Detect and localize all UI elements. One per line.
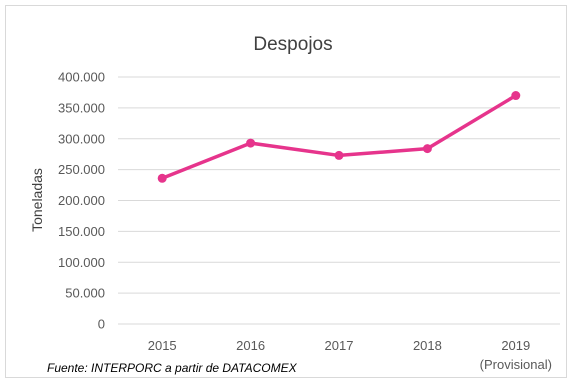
chart-title: Despojos xyxy=(253,34,332,55)
y-tick-label: 150.000 xyxy=(58,224,105,239)
x-tick-label: 2018 xyxy=(413,338,442,353)
y-tick-label: 400.000 xyxy=(58,70,105,85)
y-tick-label: 350.000 xyxy=(58,100,105,115)
y-tick-label: 300.000 xyxy=(58,131,105,146)
y-tick-label: 250.000 xyxy=(58,162,105,177)
x-tick-label: 2015 xyxy=(148,338,177,353)
chart-frame xyxy=(5,5,567,378)
data-point xyxy=(334,150,344,160)
x-tick-label: 2017 xyxy=(325,338,354,353)
y-tick-label: 200.000 xyxy=(58,193,105,208)
x-tick-sublabel: (Provisional) xyxy=(480,357,552,372)
x-tick-label: 2019 xyxy=(501,338,530,353)
data-point xyxy=(422,144,432,154)
data-point xyxy=(157,173,167,183)
x-tick-label: 2016 xyxy=(236,338,265,353)
data-point xyxy=(511,91,521,101)
source-note: Fuente: INTERPORC a partir de DATACOMEX xyxy=(47,361,298,375)
y-tick-label: 100.000 xyxy=(58,255,105,270)
y-axis-title: Toneladas xyxy=(29,168,45,232)
y-tick-label: 50.000 xyxy=(65,286,105,301)
y-tick-label: 0 xyxy=(98,317,105,332)
data-point xyxy=(246,138,256,148)
